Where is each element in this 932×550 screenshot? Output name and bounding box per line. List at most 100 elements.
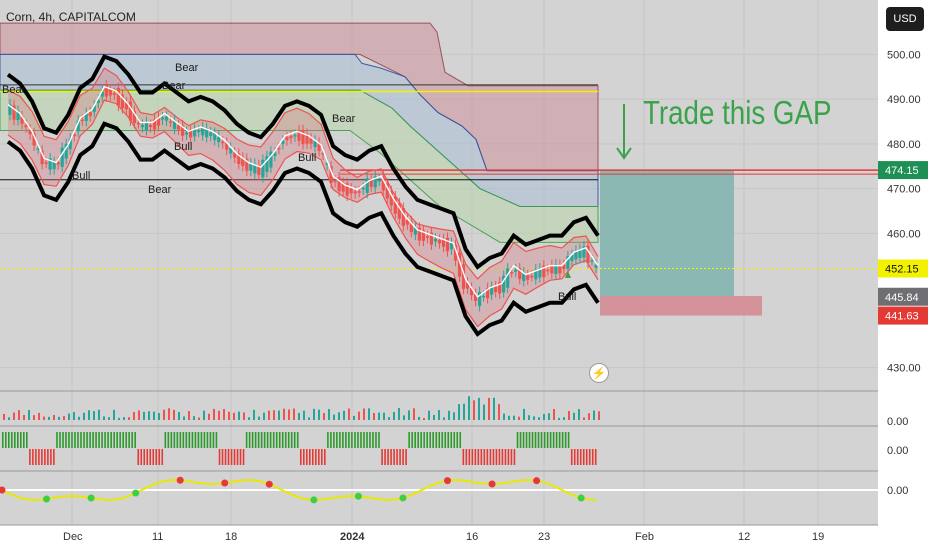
histogram-bar (86, 432, 88, 448)
time-axis-tick: Dec (63, 531, 83, 543)
candle-body (273, 152, 277, 157)
candle-body (429, 232, 434, 245)
candle-body (453, 244, 458, 261)
candle-body (269, 151, 273, 168)
volume-bar (588, 413, 590, 420)
currency-button[interactable]: USD (886, 7, 924, 31)
volume-bar (463, 403, 465, 420)
histogram-bar (95, 432, 97, 448)
histogram-bar (206, 432, 209, 448)
histogram-bar (366, 432, 368, 448)
candle-body (172, 120, 177, 129)
histogram-bar (534, 432, 537, 448)
candle-body (88, 112, 92, 117)
histogram-bar (191, 432, 194, 448)
histogram-bar (251, 432, 254, 448)
volume-bar (33, 415, 35, 420)
histogram-bar (504, 449, 507, 465)
target-zone (600, 170, 734, 297)
histogram-axis-tick: 0.00 (887, 445, 908, 457)
histogram-bar (390, 449, 392, 465)
candle-body (433, 238, 438, 242)
histogram-bar (146, 449, 149, 465)
volume-bar (328, 409, 330, 420)
candle-body (132, 111, 137, 124)
histogram-bar (116, 432, 118, 448)
volume-bar (268, 410, 270, 420)
volume-bar (248, 417, 250, 420)
histogram-bar (351, 432, 353, 448)
volume-bar (358, 411, 360, 420)
candle-body (100, 91, 104, 97)
volume-bar (508, 415, 510, 420)
volume-bar (313, 408, 315, 420)
histogram-bar (456, 432, 459, 448)
histogram-bar (41, 449, 43, 465)
candle-body (494, 286, 498, 293)
lightning-bolt-icon[interactable]: ⚡ (589, 363, 609, 383)
volume-bar (178, 412, 180, 420)
histogram-bar (318, 449, 320, 465)
volume-bar (488, 397, 490, 420)
candle-body (321, 152, 325, 155)
candle-body (96, 99, 100, 103)
ma-line (7, 85, 599, 298)
volume-bar (258, 416, 260, 420)
volume-bar (58, 416, 60, 420)
candle-body (461, 264, 466, 289)
candle-body (550, 264, 554, 274)
candle-body (353, 191, 357, 194)
candle-body (52, 161, 56, 170)
histogram-bar (519, 432, 522, 448)
candle-body (253, 163, 257, 174)
histogram-bar (429, 432, 431, 448)
histogram-bar (140, 449, 143, 465)
histogram-bar (417, 432, 419, 448)
candle-body (357, 191, 361, 193)
trade-gap-annotation: Trade this GAP (643, 94, 832, 131)
candle-body (570, 254, 574, 262)
oscillator-dot (354, 492, 362, 500)
time-axis-tick: 2024 (340, 531, 365, 543)
histogram-bar (170, 432, 173, 448)
histogram-bar (585, 449, 588, 465)
time-axis-tick: 19 (812, 531, 824, 543)
histogram-bar (381, 449, 383, 465)
histogram-bar (588, 449, 591, 465)
volume-bar (438, 410, 440, 420)
volume-bar (43, 416, 45, 420)
candle-body (197, 130, 201, 133)
volume-bar (203, 410, 205, 420)
oscillator-dot (221, 479, 229, 487)
candle-body (180, 125, 185, 136)
oscillator-axis-tick: 0.00 (887, 485, 908, 497)
volume-bar (498, 404, 500, 420)
histogram-bar (426, 432, 428, 448)
histogram-bar (546, 432, 549, 448)
volume-bar (473, 400, 475, 420)
volume-bar (428, 410, 430, 420)
histogram-bar (531, 432, 534, 448)
volume-bar (228, 411, 230, 420)
time-axis-tick: 18 (225, 531, 237, 543)
histogram-bar (444, 432, 447, 448)
histogram-bar (408, 432, 410, 448)
histogram-bar (354, 432, 356, 448)
candle-body (309, 138, 313, 144)
symbol-title: Corn, 4h, CAPITALCOM (6, 10, 136, 24)
histogram-bar (420, 432, 422, 448)
candle-body (477, 291, 482, 307)
histogram-bar (399, 449, 401, 465)
candle-body (124, 102, 129, 110)
histogram-bar (59, 432, 61, 448)
signal-label: Bear (162, 80, 186, 92)
candle-body (80, 119, 84, 122)
volume-bar (63, 416, 65, 420)
histogram-bar (179, 432, 182, 448)
volume-bar (218, 410, 220, 420)
volume-bar (253, 409, 255, 420)
histogram-bar (233, 449, 236, 465)
histogram-bar (378, 432, 380, 448)
histogram-bar (149, 449, 152, 465)
